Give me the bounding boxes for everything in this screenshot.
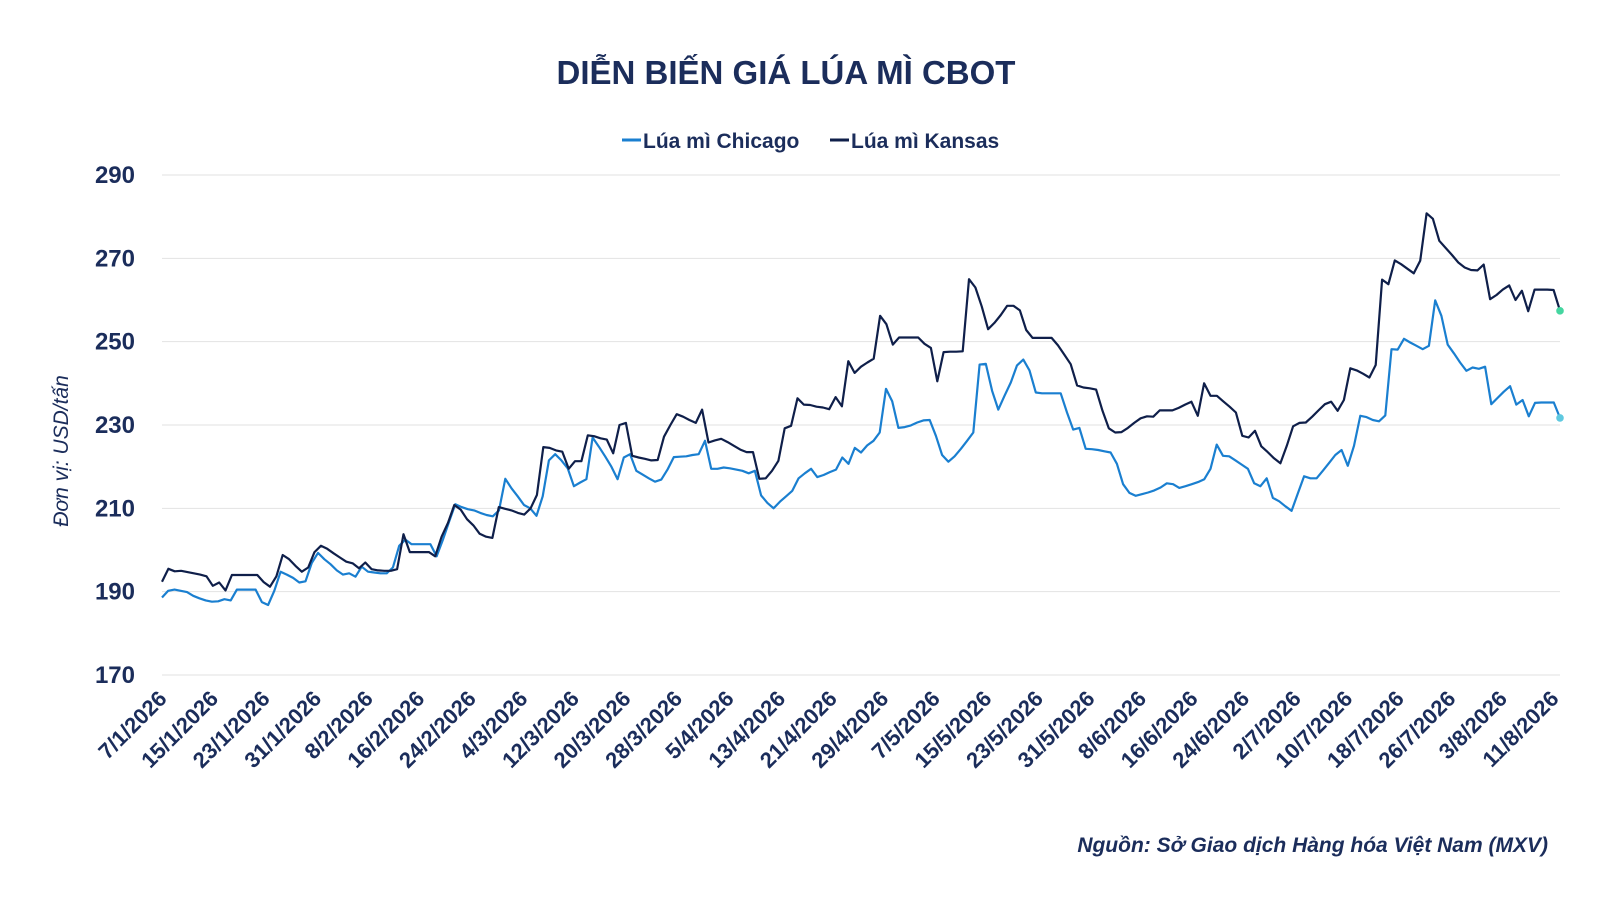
y-tick-label-210: 210 xyxy=(95,495,135,522)
gridlines xyxy=(162,174,1560,676)
y-tick-label-190: 190 xyxy=(95,579,135,606)
source-note: Nguồn: Sở Giao dịch Hàng hóa Việt Nam (M… xyxy=(1077,834,1548,857)
y-axis-label: Đơn vị: USD/tấn xyxy=(50,375,73,527)
series-line-chicago xyxy=(161,299,1562,607)
series-end-marker-chicago xyxy=(1556,414,1564,422)
y-tick-label-250: 250 xyxy=(95,329,135,356)
series-lines xyxy=(161,212,1564,607)
legend-label-kansas: Lúa mì Kansas xyxy=(851,130,999,153)
y-tick-label-270: 270 xyxy=(95,245,135,272)
legend-label-chicago: Lúa mì Chicago xyxy=(643,130,799,153)
series-line-kansas xyxy=(161,212,1562,592)
legend: Lúa mì Chicago Lúa mì Kansas xyxy=(622,130,999,153)
chart-title: DIỄN BIẾN GIÁ LÚA MÌ CBOT xyxy=(557,54,1016,91)
y-axis-ticks: 170 190 210 230 250 270 290 xyxy=(95,162,135,689)
y-tick-label-230: 230 xyxy=(95,412,135,439)
series-end-marker-kansas xyxy=(1556,307,1564,315)
y-tick-label-290: 290 xyxy=(95,162,135,189)
y-tick-label-170: 170 xyxy=(95,662,135,689)
x-axis-ticks: 7/1/202615/1/202623/1/202631/1/20268/2/2… xyxy=(93,686,1563,773)
